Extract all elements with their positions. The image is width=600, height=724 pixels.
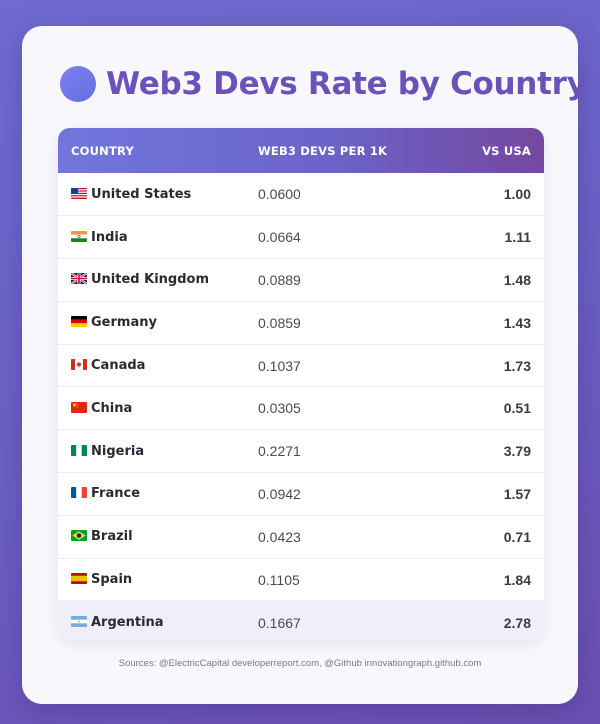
cn-flag-icon (71, 401, 87, 413)
rate-cell: 0.1037 (258, 357, 301, 374)
vs-usa-cell: 1.11 (504, 229, 531, 246)
country-cell: United Kingdom (58, 259, 258, 302)
ca-flag-icon (71, 359, 87, 371)
table-row: United Kingdom 0.0889 1.48 (58, 258, 544, 302)
table-row: United States 0.0600 1.00 (58, 173, 544, 216)
country-cell: Spain (58, 558, 258, 601)
country-cell: United States (58, 173, 258, 216)
table-row: Argentina 0.1667 2.78 (58, 600, 544, 640)
rate-cell: 0.2271 (258, 443, 301, 460)
us-flag-icon (71, 187, 87, 199)
es-flag-icon (71, 573, 87, 585)
page-title: Web3 Devs Rate by Country (106, 66, 587, 102)
in-flag-icon (71, 230, 87, 242)
country-name: Brazil (91, 529, 133, 545)
column-header-rate: WEB3 DEVS PER 1K (258, 143, 388, 158)
country-cell: Argentina (58, 601, 258, 640)
country-name: India (91, 229, 128, 245)
country-name: United States (91, 186, 192, 202)
source-note: Sources: @ElectricCapital developerrepor… (118, 658, 482, 669)
table-header-row: COUNTRY WEB3 DEVS PER 1K VS USA (58, 128, 544, 173)
data-table: COUNTRY WEB3 DEVS PER 1K VS USA United S… (58, 128, 544, 640)
vs-usa-cell: 2.78 (503, 614, 531, 631)
table-row: France 0.0942 1.57 (58, 472, 544, 516)
vs-usa-cell: 0.51 (503, 400, 531, 417)
country-name: China (91, 400, 133, 416)
rate-cell: 0.1667 (258, 614, 301, 631)
ng-flag-icon (71, 444, 87, 456)
rate-cell: 0.0305 (258, 400, 301, 417)
rate-cell: 0.0859 (258, 314, 301, 331)
table-row: Germany 0.0859 1.43 (58, 301, 544, 344)
table-body: United States 0.0600 1.00 India 0.0664 1.11 Un… (58, 173, 544, 640)
rate-cell: 0.0423 (258, 528, 301, 545)
country-cell: Nigeria (58, 430, 258, 473)
vs-usa-cell: 1.73 (503, 357, 531, 374)
country-cell: China (58, 387, 258, 430)
rate-cell: 0.0600 (258, 186, 301, 203)
de-flag-icon (71, 316, 87, 328)
rate-cell: 0.0942 (258, 485, 301, 502)
country-name: Spain (91, 572, 133, 588)
vs-usa-cell: 1.43 (503, 314, 531, 331)
country-cell: Canada (58, 344, 258, 387)
country-cell: France (58, 473, 258, 516)
vs-usa-cell: 1.48 (503, 271, 531, 288)
rate-cell: 0.1105 (258, 571, 300, 588)
country-name: Canada (91, 358, 146, 374)
country-cell: Brazil (58, 515, 258, 558)
country-name: Nigeria (91, 443, 145, 459)
rate-cell: 0.0664 (258, 229, 301, 246)
country-cell: Germany (58, 301, 258, 344)
gb-flag-icon (71, 273, 87, 285)
country-name: France (91, 486, 141, 502)
table-row: China 0.0305 0.51 (58, 386, 544, 430)
vs-usa-cell: 1.00 (503, 186, 531, 203)
table-row: India 0.0664 1.11 (58, 215, 544, 259)
column-header-vs-usa: VS USA (482, 143, 531, 158)
country-cell: India (58, 216, 258, 259)
country-name: Argentina (91, 615, 164, 631)
table-row: Spain 0.1105 1.84 (58, 558, 544, 601)
fr-flag-icon (71, 487, 87, 499)
title-dot-icon (60, 66, 96, 102)
vs-usa-cell: 1.84 (503, 571, 531, 588)
ar-flag-icon (71, 616, 87, 628)
column-header-country: COUNTRY (71, 143, 134, 158)
table-row: Canada 0.1037 1.73 (58, 344, 544, 387)
vs-usa-cell: 3.79 (503, 443, 531, 460)
country-name: Germany (91, 315, 157, 331)
title-row: Web3 Devs Rate by Country (60, 64, 587, 104)
table-row: Nigeria 0.2271 3.79 (58, 429, 544, 473)
table-row: Brazil 0.0423 0.71 (58, 515, 544, 558)
vs-usa-cell: 0.71 (503, 528, 531, 545)
br-flag-icon (71, 530, 87, 542)
vs-usa-cell: 1.57 (503, 485, 531, 502)
country-name: United Kingdom (91, 272, 210, 288)
card: Web3 Devs Rate by Country COUNTRY WEB3 D… (22, 26, 587, 704)
rate-cell: 0.0889 (258, 271, 301, 288)
